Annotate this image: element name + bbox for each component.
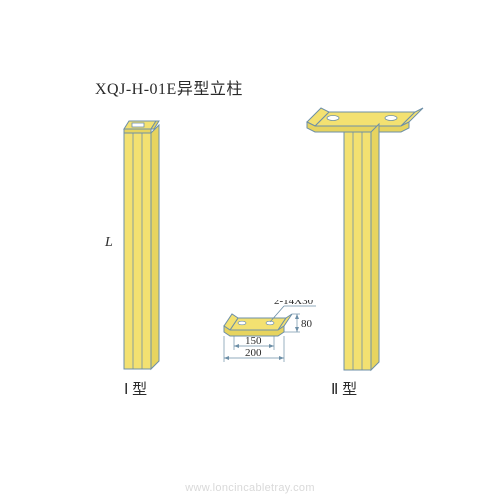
product-title: XQJ-H-01E异型立柱 [95, 75, 243, 99]
typeII-label: Ⅱ 型 [331, 378, 357, 399]
typeII-top-plate [307, 108, 423, 132]
typeI-label: Ⅰ 型 [124, 378, 147, 399]
diagram-canvas: XQJ-H-01E异型立柱 L Ⅰ 型 [0, 0, 500, 500]
typeI-column-drawing [120, 115, 180, 375]
watermark-url: www.loncincabletray.com [0, 482, 500, 494]
dim-80: 80 [301, 318, 313, 330]
length-L-label: L [105, 235, 113, 251]
base-plate-detail: 2-14X30 80 150 200 [212, 300, 322, 390]
dim-200: 200 [245, 347, 262, 359]
typeII-front-face [344, 132, 371, 370]
hole-spec-text: 2-14X30 [274, 300, 314, 307]
dim-150: 150 [245, 335, 262, 347]
typeI-front-face [124, 133, 151, 369]
plate-iso [224, 314, 292, 336]
typeI-side-face [151, 125, 159, 369]
typeII-side-face [371, 124, 379, 370]
